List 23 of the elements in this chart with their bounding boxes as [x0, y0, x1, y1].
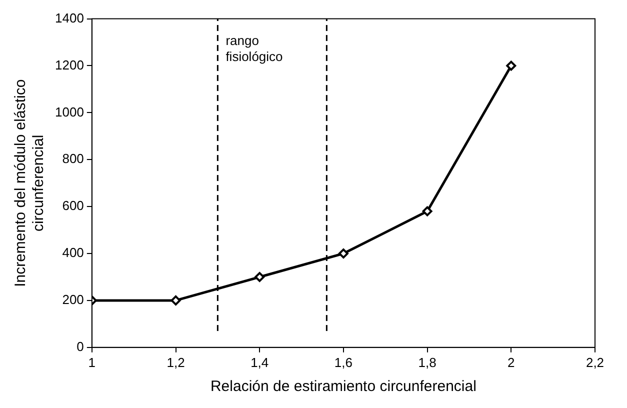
x-tick-label: 2: [508, 354, 515, 370]
point: [506, 60, 516, 71]
x-tick-label: 1,8: [418, 354, 436, 370]
y-tick-label: 1200: [55, 57, 84, 72]
y-tick-label: 400: [62, 245, 84, 260]
y-tick-label: 1400: [55, 10, 84, 26]
x-tick-label: 1,6: [334, 354, 352, 370]
annotation: rango fisiológico: [226, 32, 283, 64]
x-tick-label: 1,2: [166, 354, 185, 370]
y-tick-label: 200: [62, 292, 84, 308]
x-tick-label: 1: [88, 354, 96, 370]
y-tick-label: 800: [62, 151, 84, 166]
point: [254, 272, 265, 282]
x-axis-title: Relación de estiramiento circunferencial: [210, 378, 476, 396]
point: [170, 295, 181, 306]
y-tick-label: 0: [76, 338, 84, 354]
point: [338, 248, 348, 259]
y-tick-label: 1000: [55, 104, 84, 120]
point: [422, 206, 432, 216]
y-axis-title: Incremento del módulo elástico circunferencial: [12, 79, 48, 287]
x-tick-label: 1,4: [250, 354, 269, 370]
y-tick-label: 600: [62, 198, 84, 214]
x-tick-label: 2,2: [586, 354, 604, 370]
